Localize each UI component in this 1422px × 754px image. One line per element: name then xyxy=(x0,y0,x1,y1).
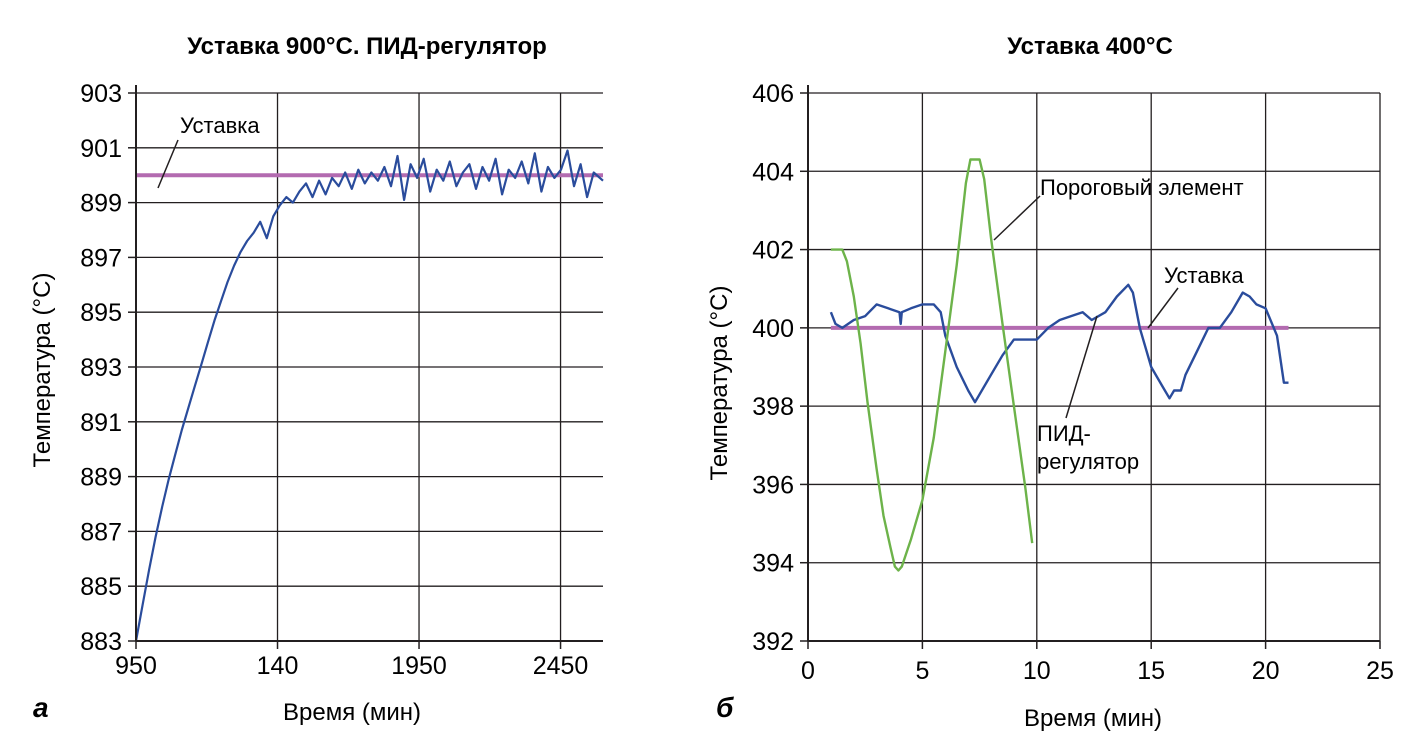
chart-a-y-tick-label: 891 xyxy=(80,409,122,437)
chart-a-series-line-пид-регулятор xyxy=(134,149,604,642)
chart-b-x-tick-label: 20 xyxy=(1252,657,1280,685)
chart-a-y-tick-label: 885 xyxy=(80,573,122,601)
chart-b-x-tick-labels: 0 5 10 15 20 25 xyxy=(801,657,1394,685)
chart-a-y-tick-label: 903 xyxy=(80,80,122,108)
chart-b-x-tick-label: 0 xyxy=(801,657,815,685)
chart-a-x-tick-labels: 950 140 1950 2450 xyxy=(115,652,588,680)
chart-a-setpoint-callout-line xyxy=(157,139,179,189)
chart-a-title: Уставка 900°C. ПИД-регулятор xyxy=(187,33,547,60)
chart-a-y-tick-label: 895 xyxy=(80,299,122,327)
chart-b-y-tick-labels: 392 394 396 398 400 402 404 406 xyxy=(752,80,794,656)
chart-b-pid-callout-line xyxy=(1065,315,1098,419)
chart-b-threshold-annotation: Пороговый элемент xyxy=(1040,175,1244,200)
chart-b-grid xyxy=(808,92,1381,641)
chart-a-y-axis-label: Температура (°C) xyxy=(29,273,56,468)
chart-a-y-tick-label: 889 xyxy=(80,464,122,492)
chart-b-x-tick-label: 25 xyxy=(1366,657,1394,685)
chart-a-x-tick-label: 2450 xyxy=(533,652,589,680)
chart-b-series xyxy=(829,158,1289,572)
chart-b-y-tick-label: 396 xyxy=(752,471,794,499)
chart-b-x-axis-label: Время (мин) xyxy=(1024,705,1162,732)
chart-a-y-tick-label: 883 xyxy=(80,628,122,656)
chart-b-title: Уставка 400°C xyxy=(1007,33,1173,60)
chart-b-y-tick-label: 398 xyxy=(752,393,794,421)
chart-b-x-tick-label: 15 xyxy=(1137,657,1165,685)
chart-b-x-tick-label: 5 xyxy=(915,657,929,685)
chart-a-y-tick-label: 897 xyxy=(80,244,122,272)
chart-b-y-tick-label: 392 xyxy=(752,628,794,656)
chart-b-y-tick-label: 394 xyxy=(752,550,794,578)
chart-b-pid-annotation-line1: ПИД- xyxy=(1037,421,1091,446)
chart-b-y-tick-label: 406 xyxy=(752,80,794,108)
chart-a-y-tick-label: 899 xyxy=(80,190,122,218)
chart-a-y-tick-label: 887 xyxy=(80,518,122,546)
chart-b-y-tick-label: 400 xyxy=(752,315,794,343)
chart-a-x-tick-label: 950 xyxy=(115,652,157,680)
chart-b-y-axis-label: Температура (°C) xyxy=(706,286,733,481)
chart-a-axes xyxy=(128,85,603,649)
chart-b-axes xyxy=(800,85,1381,649)
chart-a-series xyxy=(134,149,604,642)
chart-b-panel-label: б xyxy=(716,692,734,723)
chart-b-x-tick-label: 10 xyxy=(1023,657,1051,685)
chart-a-x-tick-label: 140 xyxy=(257,652,299,680)
chart-a-x-tick-label: 1950 xyxy=(391,652,447,680)
chart-b-pid-annotation-line2: регулятор xyxy=(1037,449,1139,474)
chart-a-setpoint-annotation: Уставка xyxy=(180,113,260,138)
chart-a-x-axis-label: Время (мин) xyxy=(283,699,421,726)
chart-a-panel-label: а xyxy=(33,692,49,723)
chart-b-series-line-пид-регулятор xyxy=(829,283,1289,404)
chart-b-series-line-пороговый-элемент xyxy=(830,158,1034,572)
chart-b-y-tick-label: 402 xyxy=(752,237,794,265)
chart-a-y-tick-labels: 883 885 887 889 891 893 895 897 899 901 903 xyxy=(80,80,122,656)
chart-b: Уставка 400°C 392 394 396 398 400 402 404 406 0… xyxy=(706,33,1394,732)
chart-b-threshold-callout-line xyxy=(993,195,1041,241)
chart-b-y-tick-label: 404 xyxy=(752,158,794,186)
chart-b-setpoint-annotation: Уставка xyxy=(1164,263,1244,288)
chart-a-y-tick-label: 901 xyxy=(80,135,122,163)
chart-a: Уставка 900°C. ПИД-регулятор 88388588788… xyxy=(29,33,604,726)
chart-b-setpoint-callout-line xyxy=(1147,287,1179,329)
chart-a-y-tick-label: 893 xyxy=(80,354,122,382)
chart-a-grid xyxy=(136,92,603,642)
